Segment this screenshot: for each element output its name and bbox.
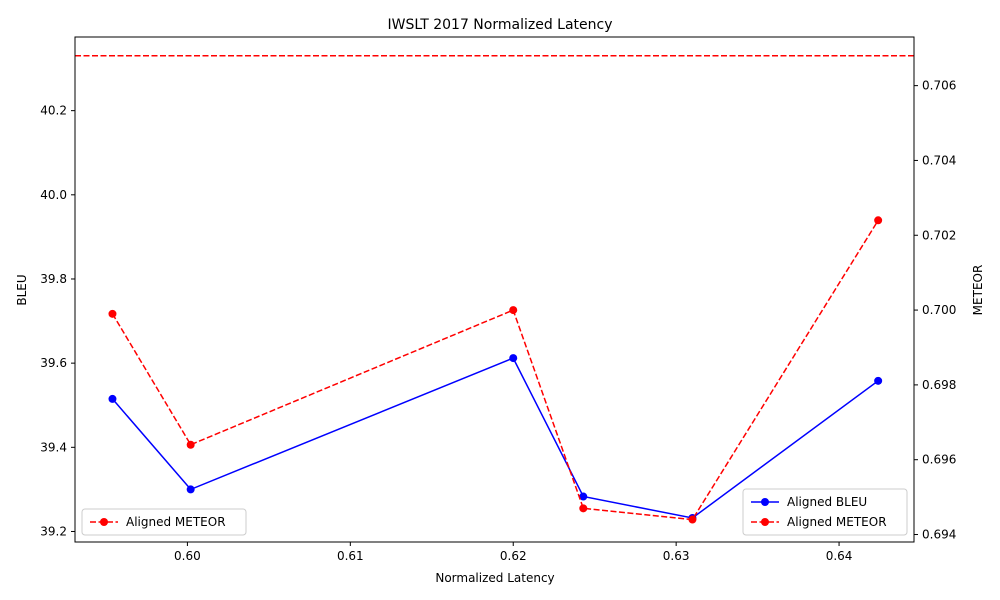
aligned-bleu-point bbox=[509, 354, 518, 363]
y-left-axis-label: BLEU bbox=[15, 274, 29, 305]
x-tick-label: 0.64 bbox=[826, 549, 853, 563]
aligned-meteor-point bbox=[688, 515, 697, 524]
y-right-tick-label: 0.700 bbox=[922, 303, 956, 317]
y-left-tick-label: 40.2 bbox=[40, 104, 67, 118]
aligned-bleu-point bbox=[579, 492, 588, 501]
y-left-tick-label: 39.2 bbox=[40, 524, 67, 538]
x-tick-label: 0.61 bbox=[337, 549, 364, 563]
aligned-meteor-line bbox=[111, 219, 879, 521]
legend-box bbox=[81, 508, 247, 536]
y-right-axis-label: METEOR bbox=[971, 265, 985, 316]
y-left-axis-ticks: 39.2 39.4 39.6 39.8 40.0 40.2 bbox=[40, 104, 75, 538]
aligned-bleu-point bbox=[186, 485, 195, 494]
legend-label: Aligned METEOR bbox=[126, 515, 226, 529]
x-axis-label: Normalized Latency bbox=[435, 571, 554, 585]
legend-marker bbox=[761, 498, 769, 506]
y-right-axis-ticks: 0.694 0.696 0.698 0.700 0.702 0.704 0.706 bbox=[914, 79, 956, 542]
aligned-meteor-point bbox=[186, 440, 195, 449]
legend-label: Aligned BLEU bbox=[787, 495, 867, 509]
y-left-tick-label: 39.4 bbox=[40, 440, 67, 454]
y-left-tick-label: 39.8 bbox=[40, 272, 67, 286]
y-left-tick-label: 40.0 bbox=[40, 188, 67, 202]
aligned-meteor-point bbox=[108, 309, 117, 318]
x-tick-label: 0.62 bbox=[500, 549, 527, 563]
y-right-tick-label: 0.696 bbox=[922, 453, 956, 467]
y-right-tick-label: 0.694 bbox=[922, 528, 956, 542]
legend-marker bbox=[100, 518, 108, 526]
legends: Aligned METEOR Aligned BLEU Aligned METEOR bbox=[81, 488, 908, 536]
y-left-tick-label: 39.6 bbox=[40, 356, 67, 370]
x-tick-label: 0.60 bbox=[174, 549, 201, 563]
legend-label: Aligned METEOR bbox=[787, 515, 887, 529]
x-axis-ticks: 0.60 0.61 0.62 0.63 0.64 bbox=[174, 542, 852, 563]
aligned-bleu-point bbox=[108, 394, 117, 403]
y-right-tick-label: 0.706 bbox=[922, 79, 956, 93]
chart-title: IWSLT 2017 Normalized Latency bbox=[388, 17, 613, 33]
plot-area bbox=[75, 54, 914, 524]
aligned-bleu-line bbox=[111, 357, 879, 519]
y-right-tick-label: 0.698 bbox=[922, 378, 956, 392]
aligned-meteor-point bbox=[874, 216, 883, 225]
x-tick-label: 0.63 bbox=[663, 549, 690, 563]
aligned-meteor-point bbox=[509, 306, 518, 315]
legend-box bbox=[742, 488, 908, 536]
y-right-tick-label: 0.702 bbox=[922, 228, 956, 242]
y-right-tick-label: 0.704 bbox=[922, 153, 956, 167]
legend-marker bbox=[761, 518, 769, 526]
plot-frame bbox=[74, 36, 915, 543]
aligned-meteor-point bbox=[579, 504, 588, 513]
aligned-bleu-point bbox=[874, 376, 883, 385]
